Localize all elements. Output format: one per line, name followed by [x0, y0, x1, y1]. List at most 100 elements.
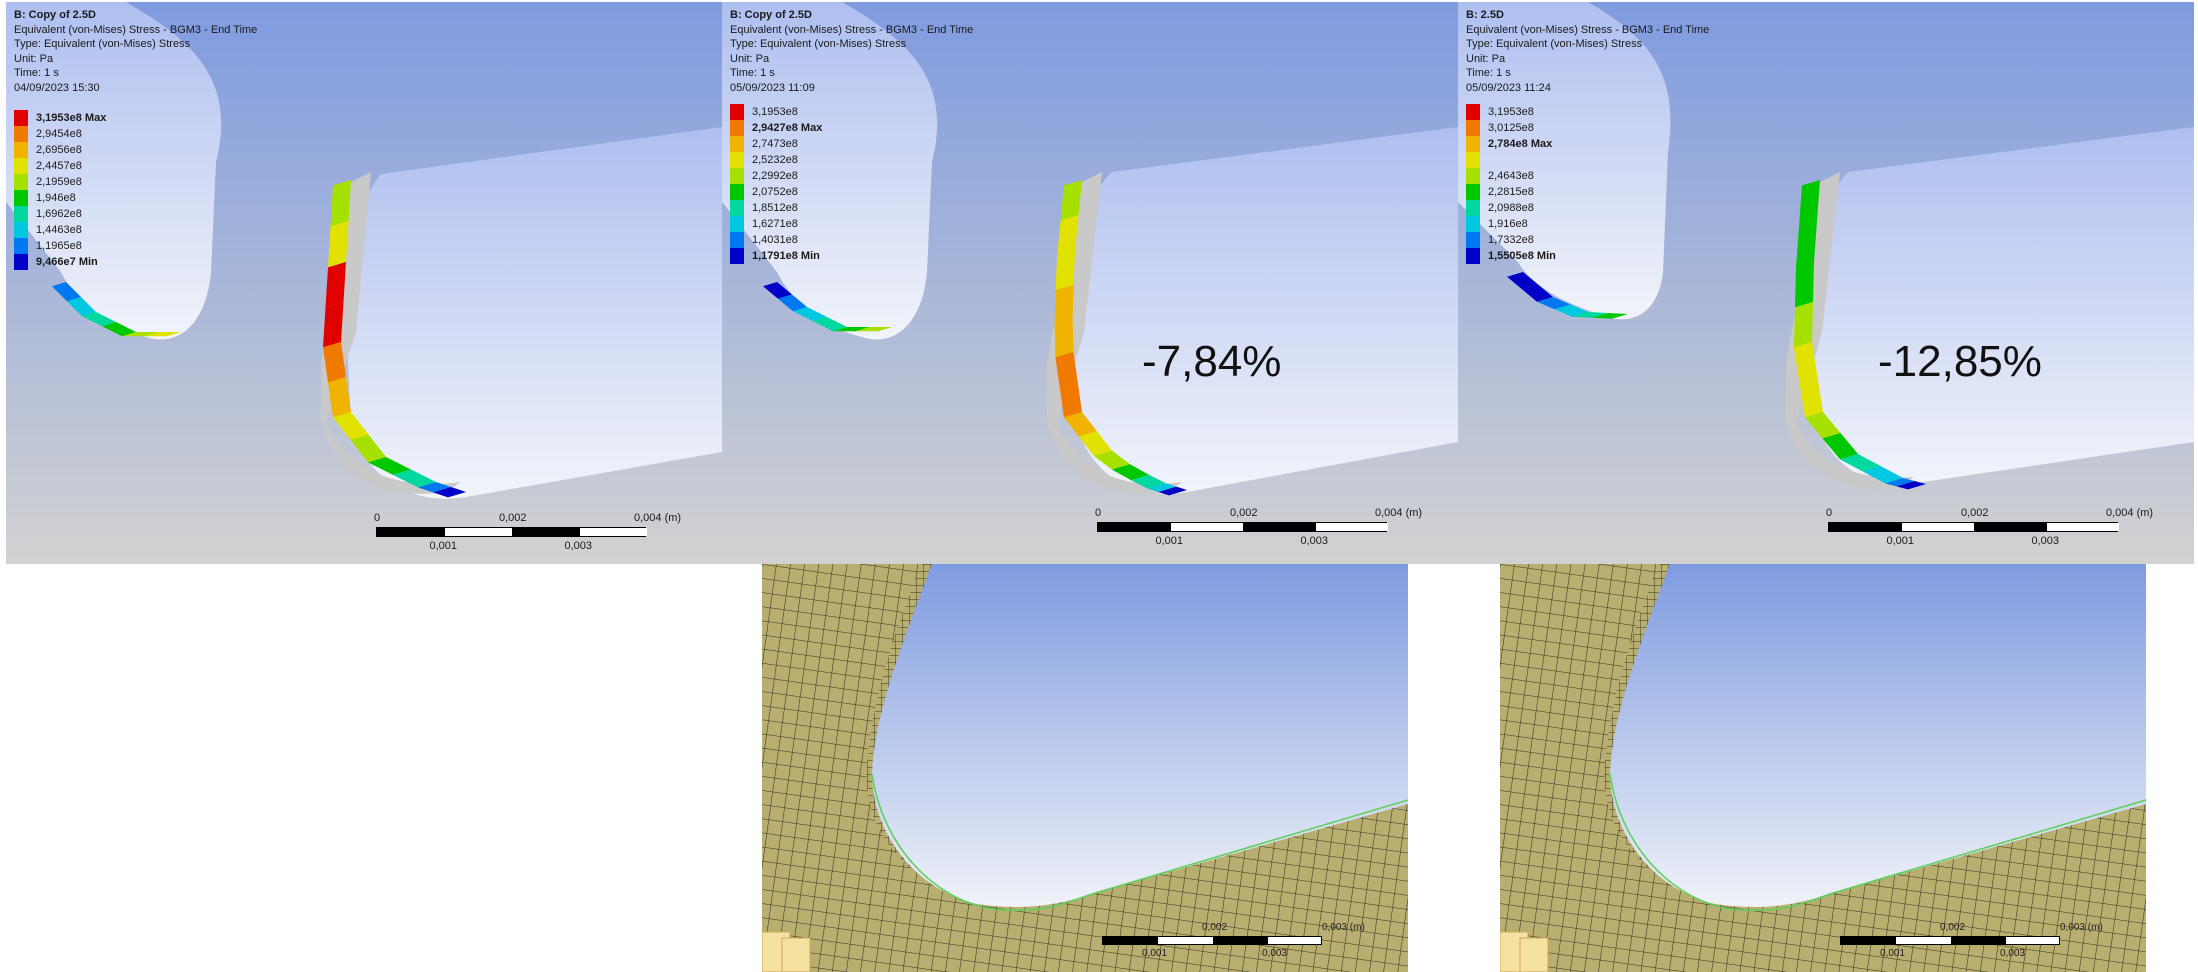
legend-swatch: [730, 136, 744, 152]
scale-bar-graphic: [1097, 522, 1388, 532]
scale-bar-1: 0 0,002 0,004 (m) 0,001 0,003: [374, 512, 681, 557]
stress-band-segment: [333, 412, 369, 440]
scale-tick-label: 0,002: [499, 512, 527, 524]
legend-swatch: [730, 168, 744, 184]
scale-tick-label: 0,003: [2031, 535, 2060, 547]
scale-tick-label: 0,001: [1155, 535, 1184, 547]
stress-band-segment: [1059, 382, 1082, 418]
stress-band-segment: [1799, 377, 1823, 418]
legend-swatch: [1466, 248, 1480, 264]
stress-band-segment: [833, 327, 870, 332]
legend-swatch: [730, 184, 744, 200]
stress-band-segment: [433, 487, 466, 498]
stress-band-segment: [1147, 483, 1177, 492]
scale-bar-segment: [1974, 523, 2047, 531]
result-date: 05/09/2023 11:09: [730, 81, 815, 94]
result-time: Time: 1 s: [730, 67, 775, 79]
stress-band-segment: [1522, 284, 1553, 302]
scale-bar-segment: [1170, 523, 1243, 531]
legend-row: 2,4643e8: [1466, 168, 1556, 184]
legend-row: 1,916e8: [1466, 216, 1556, 232]
result-date: 05/09/2023 11:24: [1466, 81, 1551, 94]
stress-band-segment: [393, 469, 436, 488]
legend-label: 1,6962e8: [36, 208, 82, 220]
stress-band-segment: [1896, 481, 1926, 490]
scale-bar-2: 0 0,002 0,004 (m) 0,001 0,003: [1095, 507, 1422, 552]
mesh-scale-bar: [1102, 936, 1322, 945]
stress-band-segment: [1795, 262, 1814, 308]
stress-band-segment: [328, 377, 351, 418]
stress-band-segment: [1799, 180, 1820, 227]
scale-bar-segment: [2046, 523, 2119, 531]
legend-swatch: [1466, 120, 1480, 136]
legend-swatch: [730, 104, 744, 120]
legend-row: 2,6956e8: [14, 142, 106, 158]
legend-label: 3,1953e8 Max: [36, 112, 107, 124]
legend-swatch: [1466, 232, 1480, 248]
legend-row: 2,4457e8: [14, 158, 106, 174]
legend-label: 9,466e7 Min: [36, 256, 98, 268]
stress-band-segment: [1111, 464, 1150, 481]
legend-row: 2,1959e8: [14, 174, 106, 190]
stress-band-segment: [1507, 272, 1538, 290]
stress-band-segment: [122, 332, 159, 337]
legend-label: 2,9427e8 Max: [752, 122, 823, 134]
scale-bar-segment: [512, 528, 580, 536]
stress-band-segment: [67, 297, 96, 317]
legend-row: 2,9454e8: [14, 126, 106, 142]
legend-row: 2,0752e8: [730, 184, 822, 200]
legend-row: 2,5232e8: [730, 152, 822, 168]
result-unit: Unit: Pa: [730, 52, 770, 65]
legend-label: 3,1953e8: [1488, 106, 1534, 118]
legend-swatch: [14, 110, 28, 126]
legend-row: 1,1965e8: [14, 238, 106, 254]
mesh-scale-label: 0,003: [2000, 948, 2026, 959]
stress-band-segment: [350, 434, 386, 463]
mesh-scale-label: 0,001: [1880, 948, 1906, 959]
mesh-scale-bar: [1840, 936, 2060, 945]
legend-label: 2,5232e8: [752, 154, 798, 166]
stress-band-segment: [1131, 474, 1166, 489]
result-time: Time: 1 s: [1466, 67, 1511, 79]
stress-band-segment: [1055, 250, 1076, 291]
mesh-view-1: 0,002 0,003 (m) 0,001 0,003: [762, 564, 1408, 972]
stress-band-segment: [418, 482, 451, 493]
stress-band-segment: [1057, 215, 1079, 256]
legend-swatch: [1466, 168, 1480, 184]
legend-row: 2,9427e8 Max: [730, 120, 822, 136]
legend-label: 2,4643e8: [1488, 170, 1534, 182]
scale-bar-segment: [579, 528, 647, 536]
result-info-2: B: Copy of 2.5D Equivalent (von-Mises) S…: [730, 8, 973, 95]
scale-tick-label: 0: [1826, 507, 1833, 519]
legend-label: 2,7473e8: [752, 138, 798, 150]
legend-swatch: [14, 222, 28, 238]
stress-band-segment: [1840, 454, 1881, 472]
legend-swatch: [14, 158, 28, 174]
stress-band-segment: [1885, 478, 1915, 487]
legend-row: 1,1791e8 Min: [730, 248, 822, 264]
stress-band-segment: [1805, 412, 1841, 439]
legend-label: 2,4457e8: [36, 160, 82, 172]
result-info-1: B: Copy of 2.5D Equivalent (von-Mises) S…: [14, 8, 257, 95]
stress-band-segment: [1862, 466, 1903, 484]
stress-band-segment: [1822, 433, 1858, 460]
percent-change-label: -12,85%: [1878, 337, 2042, 386]
stress-band-segment: [1554, 304, 1588, 317]
legend-swatch: [730, 152, 744, 168]
legend-swatch: [14, 206, 28, 222]
result-header: B: Copy of 2.5D: [14, 9, 96, 21]
legend-row: 3,1953e8: [1466, 104, 1556, 120]
stress-band-segment: [144, 332, 181, 337]
legend-label: 1,1965e8: [36, 240, 82, 252]
stress-band-segment: [1537, 297, 1571, 310]
legend-swatch: [1466, 184, 1480, 200]
result-date: 04/09/2023 15:30: [14, 81, 100, 94]
result-panel-1: B: Copy of 2.5D Equivalent (von-Mises) S…: [6, 2, 722, 564]
legend-swatch: [14, 174, 28, 190]
legend-swatch: [14, 142, 28, 158]
result-name: Equivalent (von-Mises) Stress - BGM3 - E…: [730, 23, 974, 36]
result-name: Equivalent (von-Mises) Stress - BGM3 - E…: [1466, 23, 1710, 36]
result-unit: Unit: Pa: [1466, 52, 1506, 65]
legend-row: 1,7332e8: [1466, 232, 1556, 248]
stress-band-segment: [1158, 486, 1187, 496]
